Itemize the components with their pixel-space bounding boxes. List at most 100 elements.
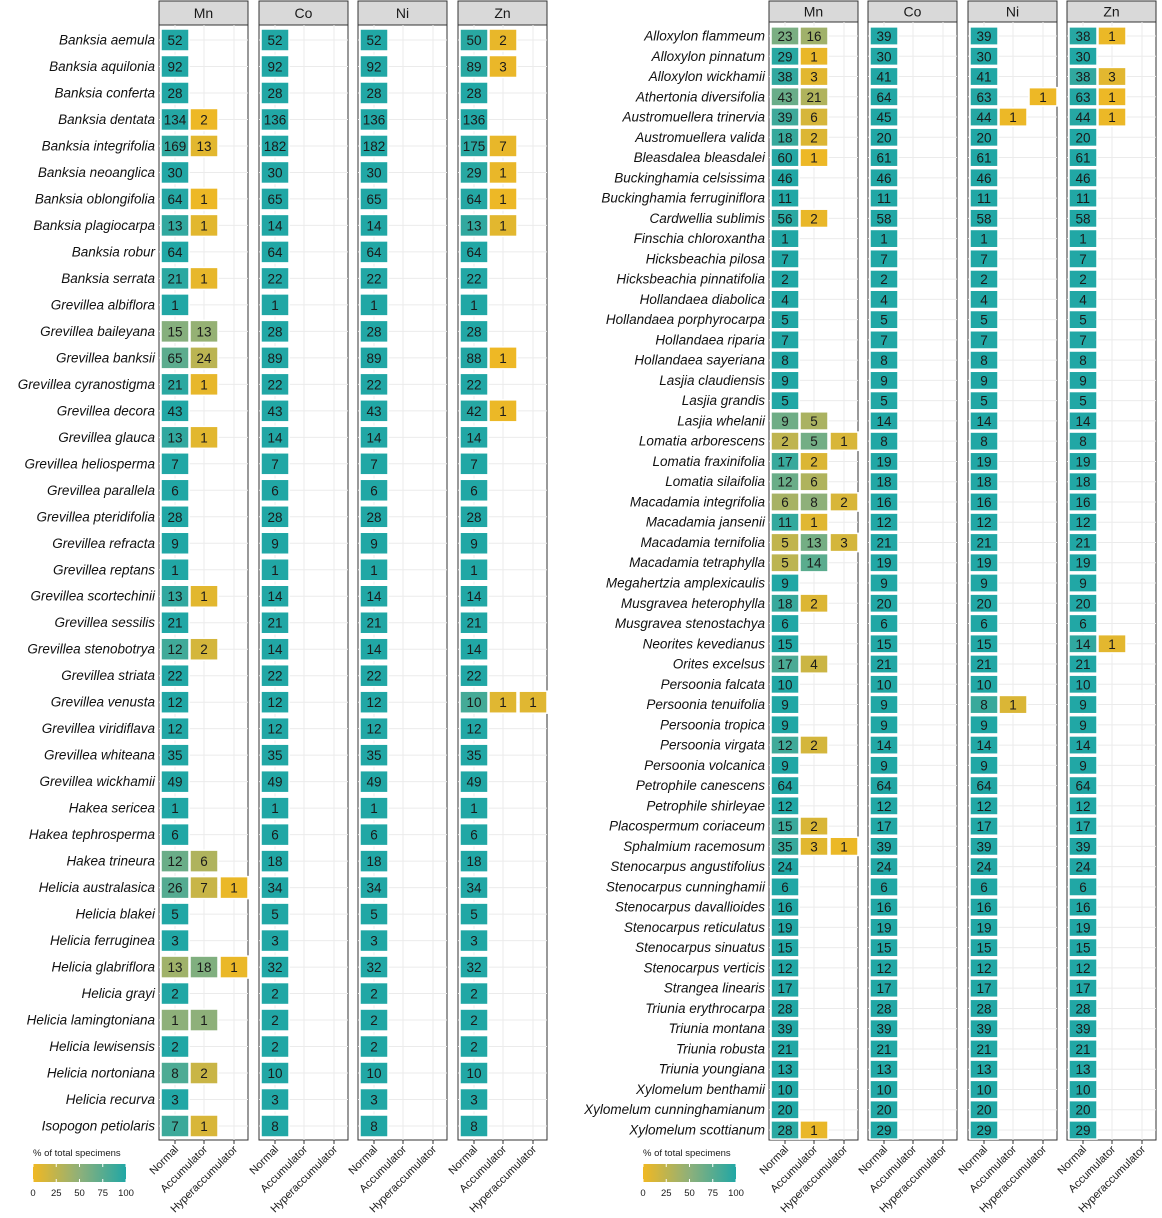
tile-value: 58 [976, 211, 991, 226]
heat-tile [359, 372, 389, 397]
tile-value: 8 [370, 1119, 378, 1134]
heat-tile [459, 849, 489, 873]
tile-value: 92 [167, 59, 182, 74]
heat-tile [799, 593, 829, 614]
heat-tile [869, 451, 899, 472]
tile-value: 1 [1009, 110, 1017, 125]
tile-value: 28 [366, 86, 381, 101]
legend-tick-label: 50 [74, 1188, 85, 1199]
heat-tile [260, 346, 290, 370]
tile-value: 21 [876, 535, 891, 550]
tile-value: 89 [466, 59, 481, 74]
heat-tile [1068, 856, 1098, 877]
heat-tile [969, 1018, 999, 1039]
heat-tile [1068, 370, 1098, 391]
tile-value: 9 [781, 758, 789, 773]
heat-tile [1068, 46, 1098, 67]
tile-value: 1 [470, 563, 478, 578]
heat-tile [260, 213, 290, 238]
tile-value: 14 [267, 642, 283, 657]
tile-value: 1 [200, 1013, 208, 1028]
heat-tile [189, 107, 219, 132]
tile-value: 10 [1075, 677, 1090, 692]
species-label: Hakea tephrosperma [29, 827, 156, 842]
heat-tile [1068, 633, 1098, 654]
species-label: Grevillea striata [61, 668, 155, 683]
heat-tile [969, 958, 999, 978]
heat-tile [488, 399, 518, 423]
tile-value: 136 [264, 112, 287, 127]
heat-tile [1097, 26, 1127, 46]
species-label: Banksia dentata [58, 112, 155, 127]
species-label: Grevillea parallela [47, 483, 156, 498]
heat-tile [260, 293, 290, 317]
tile-value: 21 [976, 535, 991, 550]
heat-tile [459, 822, 489, 847]
tile-value: 1 [1108, 29, 1116, 44]
heat-tile [869, 674, 899, 695]
tile-value: 5 [271, 907, 279, 922]
species-label: Helicia ferruginea [50, 933, 156, 948]
tile-value: 6 [1079, 617, 1087, 632]
heat-tile [869, 816, 899, 836]
heat-tile [1068, 1018, 1098, 1039]
heat-tile [488, 134, 518, 158]
tile-value: 16 [876, 495, 891, 510]
tile-value: 12 [777, 961, 792, 976]
tile-value: 9 [1079, 373, 1087, 388]
tile-value: 14 [267, 218, 283, 233]
tile-value: 11 [778, 191, 792, 206]
tile-value: 23 [777, 29, 792, 44]
tile-value: 12 [267, 722, 282, 737]
heat-tile [770, 46, 800, 67]
heat-tile [1068, 755, 1098, 776]
tile-value: 20 [1075, 596, 1090, 611]
heat-tile [969, 654, 999, 674]
species-label: Grevillea stenobotrya [27, 642, 155, 657]
strip-label: Co [295, 5, 313, 21]
tile-value: 19 [1075, 556, 1090, 571]
tile-value: 9 [880, 373, 888, 388]
heat-tile [770, 350, 800, 371]
heat-tile [189, 319, 219, 344]
tile-value: 22 [366, 669, 381, 684]
heat-tile [160, 399, 190, 423]
heat-tile [260, 981, 290, 1006]
heat-tile [160, 372, 190, 397]
heat-tile [359, 266, 389, 291]
heat-tile [459, 875, 489, 900]
heat-tile [969, 411, 999, 431]
species-label: Alloxylon wickhamii [648, 69, 766, 84]
species-label: Placospermum coriaceum [609, 819, 765, 834]
heat-tile [459, 743, 489, 767]
tile-value: 21 [1075, 657, 1090, 672]
tile-value: 18 [1075, 475, 1090, 490]
tile-value: 2 [171, 1040, 179, 1055]
species-label: Lasjia claudiensis [659, 373, 765, 388]
tile-value: 22 [366, 377, 381, 392]
heat-tile [189, 637, 219, 661]
legend-tick-label: 25 [661, 1188, 672, 1199]
heat-tile [359, 346, 389, 370]
heat-tile [969, 289, 999, 310]
tile-value: 10 [366, 1066, 381, 1081]
tile-value: 50 [466, 33, 481, 48]
tile-value: 64 [167, 192, 183, 207]
heat-tile [869, 836, 899, 857]
heat-tile [260, 372, 290, 397]
tile-value: 34 [366, 881, 382, 896]
heat-tile [869, 512, 899, 533]
tile-value: 18 [267, 854, 282, 869]
species-label: Lasjia grandis [682, 393, 766, 408]
tile-value: 5 [880, 394, 888, 409]
heat-tile [770, 593, 800, 614]
heat-tile [160, 743, 190, 767]
heat-tile [869, 289, 899, 310]
heat-tile [459, 505, 489, 529]
heat-tile [770, 208, 800, 229]
heat-tile [260, 875, 290, 900]
heat-tile [359, 54, 389, 79]
heat-tile [799, 1120, 829, 1140]
tile-value: 1 [200, 218, 208, 233]
species-label: Banksia aemula [59, 33, 156, 48]
